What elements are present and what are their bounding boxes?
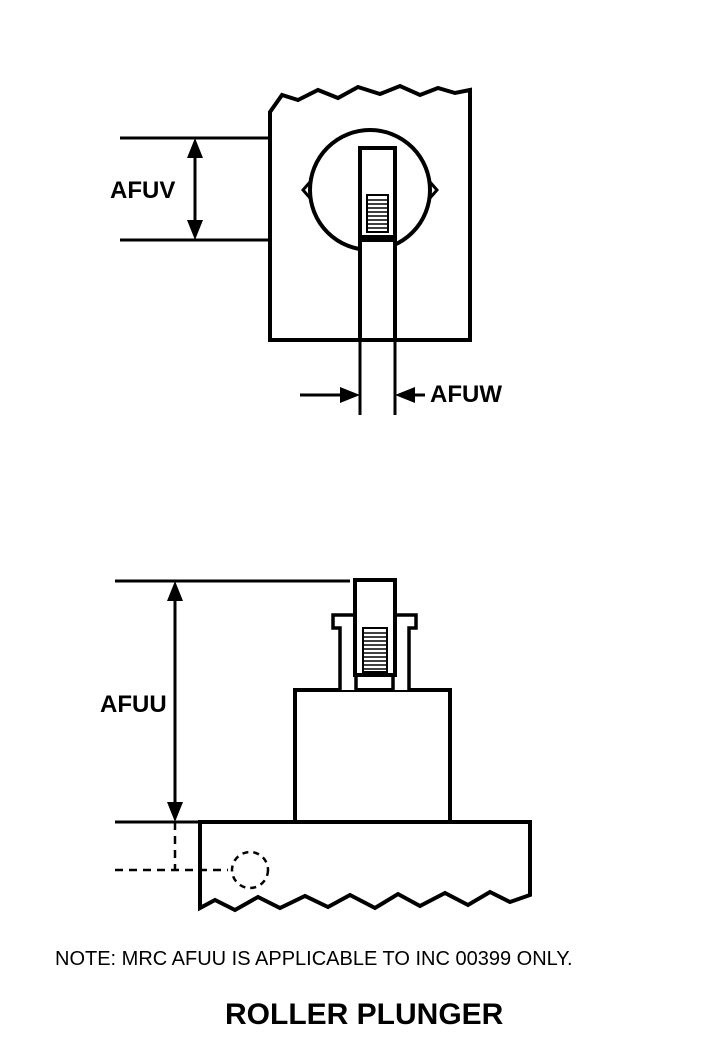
side-view — [115, 580, 530, 910]
note-text: NOTE: MRC AFUU IS APPLICABLE TO INC 0039… — [55, 948, 573, 971]
afuu-label: AFUU — [100, 691, 167, 718]
afuv-label: AFUV — [110, 177, 175, 204]
technical-drawing-svg: AFUV AFUW AFUU — [0, 0, 712, 1056]
roller-plunger-diagram: AFUV AFUW AFUU — [0, 0, 712, 1056]
afuw-label: AFUW — [430, 381, 502, 408]
drawing-title: ROLLER PLUNGER — [225, 998, 503, 1032]
top-view — [120, 86, 470, 415]
